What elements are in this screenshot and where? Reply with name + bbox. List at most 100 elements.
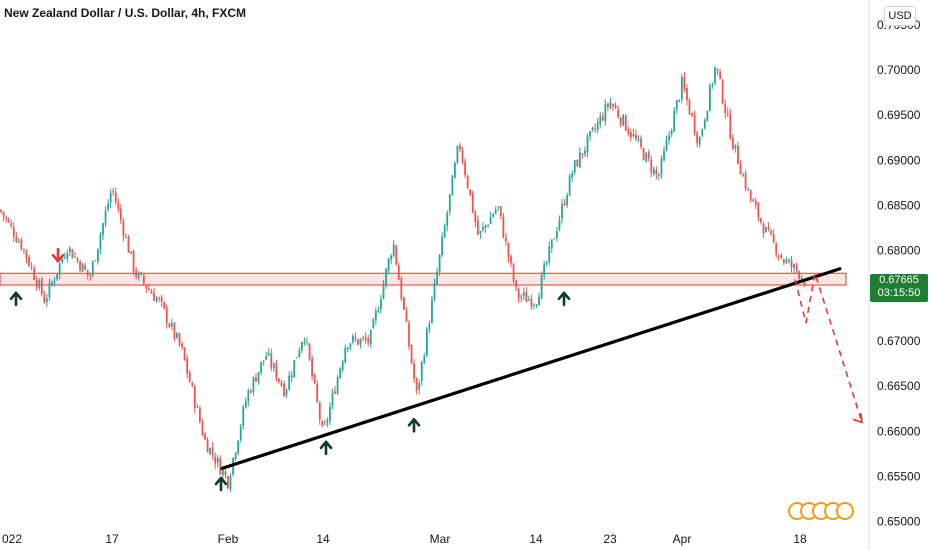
time-tick-label: 14 [529,532,543,546]
up-candle [239,426,242,440]
support-trendline [220,267,842,470]
down-arrow-icon [51,247,65,263]
up-candle [441,236,444,255]
up-candle [244,401,247,408]
up-candle [293,359,296,378]
up-candle [591,127,594,131]
down-candle [316,384,319,402]
down-candle [224,471,227,476]
up-candle [272,364,275,368]
up-candle [556,231,558,239]
up-candle [484,225,487,229]
up-candle [137,272,140,279]
up-candle [632,133,635,137]
down-candle [502,216,505,238]
down-candle [403,297,405,310]
up-candle [216,458,219,463]
up-candle [420,361,423,382]
up-candle [709,85,711,111]
down-candle [775,243,778,255]
down-candle [33,267,36,280]
up-candle [418,382,421,390]
up-candle [374,311,377,321]
down-candle [28,256,30,267]
down-candle [117,202,120,209]
up-candle [652,168,655,175]
time-axis: 022 17 Feb 14 Mar 14 23 Apr 18 [2,532,807,546]
down-candle [686,88,688,101]
up-candle [102,223,104,236]
down-candle [612,104,614,107]
down-candle [227,476,229,488]
down-candle [163,302,166,309]
down-candle [624,115,627,131]
down-candle [716,68,719,71]
up-candle [571,173,574,178]
down-candle [530,298,533,307]
time-tick-label: 17 [105,532,119,546]
coin-icon [836,502,854,520]
down-candle [413,363,415,379]
up-candle [306,341,308,343]
down-candle [94,260,97,262]
up-candle [747,189,750,191]
down-candle [40,279,43,294]
up-candle [242,406,245,426]
down-candle [780,255,783,258]
chart-title: New Zealand Dollar / U.S. Dollar, 4h, FX… [4,6,247,20]
up-candle [423,356,426,363]
time-tick-label: Feb [218,532,239,546]
up-candle [428,323,431,330]
down-candle [512,264,515,282]
down-candle [576,159,579,167]
down-candle [278,378,280,382]
time-tick-label: 022 [2,532,22,546]
up-candle [68,247,71,252]
down-candle [2,211,5,217]
time-tick-label: 14 [316,532,330,546]
down-candle [193,386,196,408]
resistance-zone [0,272,847,286]
up-candle [578,152,581,168]
down-candle [782,259,785,263]
down-candle [466,176,469,188]
up-candle [604,104,607,122]
up-candle [568,175,571,196]
down-candle [553,238,556,240]
up-candle [56,273,58,280]
down-candle [563,202,566,206]
currency-button[interactable]: USD [884,6,916,26]
up-candle [433,282,436,300]
up-candle [765,226,767,233]
down-candle [739,165,742,175]
up-candle [545,261,548,264]
up-candle [295,357,298,359]
up-candle [74,256,76,258]
down-candle [15,237,18,242]
up-candle [170,323,173,327]
down-candle [629,132,632,138]
down-candle [119,208,122,221]
up-candle [522,292,525,296]
up-candle [660,158,663,175]
down-candle [617,109,619,118]
down-candle [693,115,696,134]
up-candle [714,67,716,84]
up-candle [53,280,56,283]
down-candle [313,374,316,384]
up-candle [675,100,678,111]
down-candle [211,447,214,456]
down-candle [683,76,686,90]
up-candle [561,203,563,219]
up-candle [788,259,790,262]
down-candle [122,220,125,237]
down-candle [191,382,194,386]
down-candle [357,339,359,345]
down-candle [757,203,760,218]
up-candle [668,135,670,140]
down-candle [737,145,739,165]
down-candle [89,274,92,276]
down-candle [199,408,201,422]
down-candle [183,347,186,361]
